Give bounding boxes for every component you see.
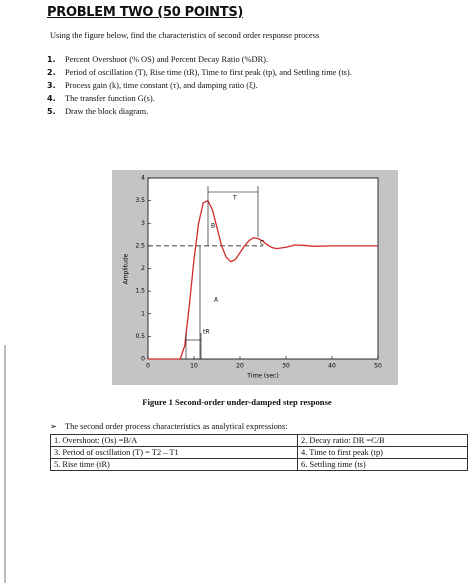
- page-edge: [4, 345, 6, 583]
- question: 5. Draw the block diagram.: [47, 107, 352, 120]
- y-tick-label: 1.5: [135, 288, 145, 295]
- x-tick-label: 10: [190, 363, 198, 370]
- annotation: tR: [203, 329, 210, 336]
- question-text: Percent Overshoot (% OS) and Percent Dec…: [65, 55, 269, 64]
- caption: Figure 1 Second-order under-damped step …: [142, 397, 332, 407]
- question: 4. The transfer function G(s).: [47, 94, 352, 107]
- y-tick-label: 0: [141, 356, 145, 363]
- x-tick-label: 0: [146, 363, 150, 370]
- intro: Using the figure below, find the charact…: [50, 31, 320, 40]
- x-axis-label: Time (sec): [246, 373, 278, 380]
- annotation: T: [232, 195, 237, 202]
- y-tick-label: 2.5: [135, 242, 145, 249]
- annotation: C: [260, 240, 264, 247]
- cell: 1. Overshoot: (Os) =B/A: [49, 434, 299, 447]
- cell: 2. Decay ratio: DR =C/B: [297, 434, 468, 447]
- question-list: 1. Percent Overshoot (% OS) and Percent D…: [47, 55, 352, 120]
- y-tick-label: 2: [141, 265, 145, 272]
- question-text: Period of oscillation (T), Rise time (tR…: [65, 68, 352, 77]
- bullet-text: The second order process characteristics…: [65, 422, 288, 431]
- question: 2. Period of oscillation (T), Rise time (…: [47, 68, 352, 81]
- table-row: 3. Period of oscillation (T) = T2 – T1 4.…: [49, 446, 468, 459]
- x-tick-label: 50: [374, 363, 382, 370]
- plot: 0 10 20 30 40 50 0 0.5 1 1.5 2 2.5 3 3.5 4: [135, 175, 382, 370]
- y-tick-label: 3: [141, 220, 145, 227]
- x-tick-label: 20: [236, 363, 244, 370]
- y-tick-label: 0.5: [135, 333, 145, 340]
- y-tick-label: 4: [141, 175, 145, 182]
- annotation: A: [214, 297, 219, 304]
- number: 4.: [47, 94, 56, 103]
- y-tick-label: 1: [141, 310, 145, 317]
- question-text: The transfer function G(s).: [65, 94, 155, 103]
- number: 5.: [47, 107, 56, 116]
- plot-area: [147, 177, 379, 360]
- question: 1. Percent Overshoot (% OS) and Percent D…: [47, 55, 352, 68]
- cell: 3. Period of oscillation (T) = T2 – T1: [49, 446, 299, 459]
- table-row: 5. Rise time (tR) 6. Settling time (ts): [49, 458, 468, 471]
- annotation-lines: [185, 186, 259, 359]
- table: 1. Overshoot: (Os) =B/A 2. Decay ratio: D…: [49, 434, 468, 471]
- cell: 6. Settling time (ts): [297, 458, 468, 471]
- response-line: [148, 199, 378, 360]
- table-row: 1. Overshoot: (Os) =B/A 2. Decay ratio: D…: [49, 434, 468, 447]
- y-tick-label: 3.5: [135, 197, 145, 204]
- bullet: ➢ The second order process characteristic…: [50, 422, 288, 431]
- number: 1.: [47, 55, 56, 64]
- question: 3. Process gain (k), time constant (τ), a…: [47, 81, 352, 94]
- cell: 5. Rise time (tR): [49, 458, 299, 471]
- title: PROBLEM TWO (50 POINTS): [47, 5, 244, 20]
- number: 2.: [47, 68, 56, 77]
- question-text: Process gain (k), time constant (τ), and…: [65, 81, 258, 90]
- number: 3.: [47, 81, 56, 90]
- question-text: Draw the block diagram.: [65, 107, 149, 116]
- y-axis-label: Amplitude: [123, 253, 130, 284]
- x-tick-label: 40: [328, 363, 336, 370]
- cell: 4. Time to first peak (tp): [297, 446, 468, 459]
- annotation: B: [211, 223, 215, 230]
- x-tick-label: 30: [282, 363, 290, 370]
